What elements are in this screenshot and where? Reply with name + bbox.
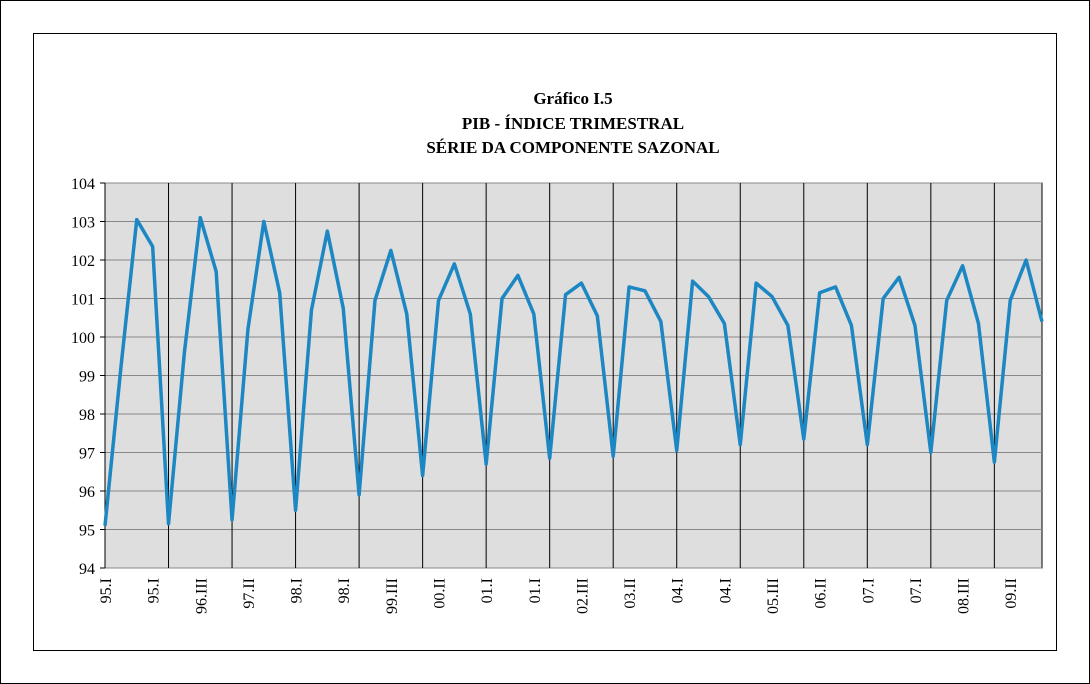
x-tick-label: 07.I — [908, 578, 925, 603]
x-tick-label: 97.II — [241, 578, 258, 609]
y-tick-label: 95 — [79, 523, 95, 540]
x-tick-label: 09.II — [1003, 578, 1020, 609]
y-tick-label: 97 — [79, 446, 95, 463]
y-tick-label: 103 — [71, 215, 95, 232]
y-tick-label: 99 — [79, 369, 95, 386]
x-tick-label: 05.III — [765, 578, 782, 614]
x-tick-label: 07.I — [860, 578, 877, 603]
y-tick-label: 101 — [71, 292, 95, 309]
y-tick-label: 98 — [79, 407, 95, 424]
chart-frame — [33, 33, 1057, 651]
chart-title: PIB - ÍNDICE TRIMESTRAL — [462, 114, 684, 133]
x-tick-label: 01.I — [479, 578, 496, 603]
data-line — [103, 215, 1044, 526]
x-tick-label: 96.III — [193, 578, 210, 614]
x-tick-label: 99.III — [384, 578, 401, 614]
x-tick-label: 95.I — [146, 578, 163, 603]
x-tick-label: 08.III — [956, 578, 973, 614]
y-tick-label: 94 — [79, 561, 95, 578]
x-tick-label: 03.II — [622, 578, 639, 609]
x-tick-label: 98.I — [289, 578, 306, 603]
x-tick-label: 04.I — [717, 578, 734, 603]
x-tick-label: 98.I — [336, 578, 353, 603]
x-tick-label: 00.II — [432, 578, 449, 609]
chart-title: SÉRIE DA COMPONENTE SAZONAL — [426, 138, 719, 157]
y-tick-label: 104 — [71, 176, 95, 193]
chart-title: Gráfico I.5 — [533, 89, 612, 108]
x-tick-label: 01.I — [527, 578, 544, 603]
x-tick-label: 95.I — [98, 578, 115, 603]
y-tick-label: 102 — [71, 253, 95, 270]
y-tick-label: 100 — [71, 330, 95, 347]
x-tick-label: 06.II — [813, 578, 830, 609]
x-tick-label: 02.III — [574, 578, 591, 614]
x-tick-label: 04.I — [670, 578, 687, 603]
y-tick-label: 96 — [79, 484, 95, 501]
